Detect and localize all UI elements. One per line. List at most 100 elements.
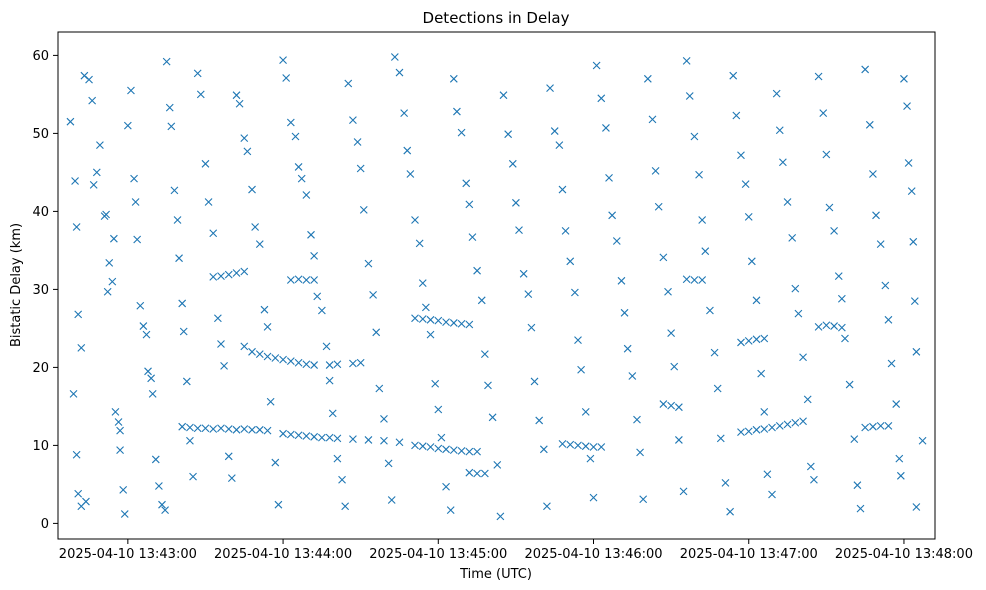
y-tick-label: 0 bbox=[41, 517, 49, 532]
x-marker bbox=[752, 335, 761, 344]
x-marker bbox=[387, 496, 396, 504]
x-marker bbox=[496, 512, 505, 521]
x-marker bbox=[884, 315, 893, 324]
x-marker bbox=[328, 409, 337, 418]
x-marker bbox=[741, 180, 750, 188]
x-marker bbox=[155, 482, 163, 490]
x-marker bbox=[865, 120, 874, 129]
x-marker bbox=[892, 400, 901, 408]
x-marker bbox=[307, 230, 315, 239]
x-marker bbox=[317, 306, 326, 315]
x-marker bbox=[167, 122, 176, 131]
x-marker bbox=[810, 475, 818, 484]
x-marker bbox=[310, 361, 319, 369]
x-marker bbox=[685, 92, 694, 100]
x-marker bbox=[465, 320, 474, 329]
x-marker bbox=[845, 380, 854, 389]
x-marker bbox=[861, 65, 870, 74]
x-marker bbox=[240, 134, 249, 142]
x-marker bbox=[201, 159, 210, 168]
x-marker bbox=[175, 254, 183, 263]
x-marker bbox=[612, 237, 621, 245]
x-marker bbox=[325, 376, 334, 385]
x-marker bbox=[88, 96, 97, 105]
x-marker bbox=[263, 426, 272, 435]
x-marker bbox=[778, 158, 787, 167]
x-marker bbox=[895, 454, 904, 463]
x-marker bbox=[910, 297, 919, 305]
x-marker bbox=[395, 438, 404, 447]
x-marker bbox=[220, 361, 228, 370]
x-marker bbox=[108, 277, 117, 286]
x-marker bbox=[504, 130, 513, 139]
x-marker bbox=[418, 315, 427, 323]
x-marker bbox=[217, 424, 225, 433]
x-marker bbox=[772, 89, 781, 98]
x-marker bbox=[524, 290, 533, 298]
x-marker bbox=[586, 454, 595, 463]
x-marker bbox=[768, 490, 776, 499]
x-marker bbox=[480, 469, 489, 478]
x-marker bbox=[706, 306, 714, 315]
x-marker bbox=[539, 445, 548, 454]
x-marker bbox=[271, 458, 280, 467]
x-marker bbox=[193, 424, 202, 433]
x-marker bbox=[263, 322, 272, 331]
x-marker bbox=[701, 247, 710, 256]
x-marker bbox=[325, 433, 334, 442]
x-marker bbox=[120, 510, 129, 518]
x-marker bbox=[161, 506, 169, 515]
x-marker bbox=[248, 185, 256, 194]
x-marker bbox=[434, 444, 443, 453]
x-marker bbox=[89, 180, 98, 189]
x-marker bbox=[912, 347, 921, 356]
x-marker bbox=[66, 117, 75, 126]
x-marker bbox=[147, 374, 156, 383]
x-marker bbox=[806, 462, 815, 471]
plot-area-frame bbox=[57, 31, 936, 540]
x-marker bbox=[558, 439, 567, 448]
x-marker bbox=[791, 284, 800, 293]
x-marker bbox=[302, 276, 311, 284]
x-marker bbox=[473, 447, 481, 456]
x-marker bbox=[232, 425, 241, 434]
x-marker bbox=[900, 74, 908, 83]
x-tick-label: 2025-04-10 13:44:00 bbox=[214, 547, 352, 562]
x-marker bbox=[437, 433, 446, 442]
y-axis-ticks: 0 10 20 30 40 50 60 bbox=[32, 49, 58, 532]
x-marker bbox=[418, 279, 427, 288]
x-marker bbox=[243, 147, 252, 156]
x-marker bbox=[139, 322, 148, 330]
x-marker bbox=[297, 174, 306, 183]
x-marker bbox=[721, 478, 730, 487]
x-marker bbox=[473, 469, 481, 478]
x-marker bbox=[105, 258, 114, 267]
x-marker bbox=[375, 384, 384, 393]
x-marker bbox=[127, 86, 135, 95]
x-marker bbox=[570, 288, 579, 297]
series-track-6km bbox=[465, 468, 489, 478]
x-marker bbox=[783, 198, 792, 206]
x-marker bbox=[442, 318, 450, 327]
x-marker bbox=[468, 233, 477, 242]
x-marker bbox=[294, 275, 303, 284]
x-marker bbox=[581, 407, 590, 416]
x-marker bbox=[667, 401, 676, 410]
x-marker bbox=[338, 475, 346, 484]
x-marker bbox=[162, 57, 171, 66]
x-marker bbox=[799, 417, 807, 426]
x-marker bbox=[158, 500, 166, 509]
x-marker bbox=[633, 415, 641, 424]
x-marker bbox=[182, 377, 191, 386]
x-marker bbox=[623, 344, 632, 353]
y-tick-label: 10 bbox=[32, 439, 49, 454]
x-marker bbox=[116, 446, 124, 454]
x-marker bbox=[279, 56, 287, 64]
series-track-25km bbox=[814, 321, 846, 332]
x-marker bbox=[364, 436, 373, 444]
x-marker bbox=[173, 216, 182, 224]
x-marker bbox=[114, 418, 123, 426]
x-marker bbox=[302, 432, 311, 440]
x-marker bbox=[302, 360, 311, 369]
x-marker bbox=[508, 159, 517, 168]
